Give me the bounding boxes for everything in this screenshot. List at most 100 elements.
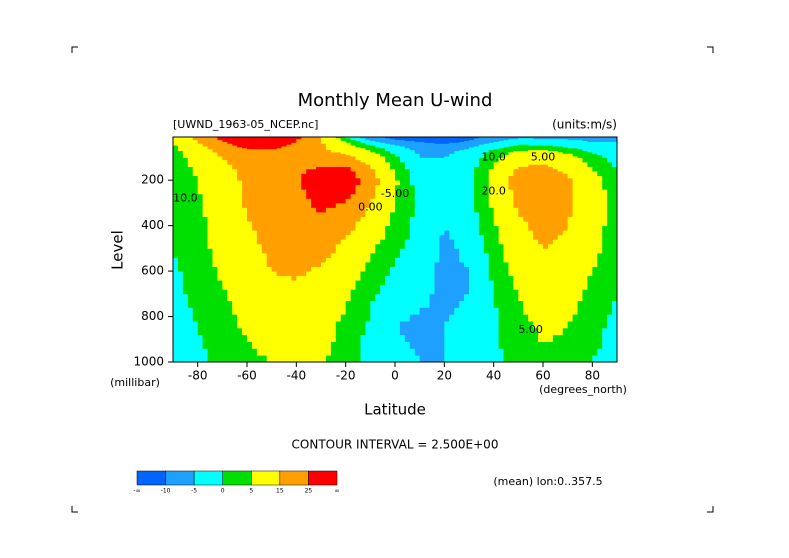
field-cell — [247, 314, 253, 322]
field-cell — [543, 216, 549, 222]
field-cell — [355, 271, 361, 277]
field-cell — [281, 248, 287, 254]
field-cell — [473, 198, 480, 204]
field-cell — [350, 327, 356, 336]
field-cell — [572, 175, 578, 179]
field-cell — [503, 271, 509, 277]
field-cell — [247, 173, 253, 177]
field-cell — [217, 142, 223, 144]
field-cell — [390, 146, 396, 148]
field-cell — [483, 280, 490, 286]
field-cell — [340, 221, 347, 227]
field-cell — [276, 289, 282, 295]
field-cell — [562, 252, 569, 258]
field-cell — [276, 207, 282, 213]
field-cell — [232, 230, 238, 236]
field-cell — [375, 175, 381, 179]
field-cell — [567, 202, 573, 208]
field-cell — [247, 289, 253, 295]
field-cell — [399, 334, 406, 342]
field-cell — [464, 234, 470, 240]
field-cell — [488, 243, 495, 249]
field-cell — [385, 157, 391, 161]
field-cell — [182, 284, 189, 290]
field-cell — [321, 216, 327, 222]
field-cell — [286, 307, 292, 315]
field-cell — [424, 184, 430, 190]
field-cell — [503, 148, 509, 151]
field-cell — [187, 142, 194, 144]
field-cell — [232, 153, 238, 156]
field-cell — [503, 252, 509, 258]
field-cell — [325, 159, 332, 163]
field-cell — [173, 166, 179, 170]
field-cell — [439, 275, 445, 281]
field-cell — [256, 202, 263, 208]
field-cell — [365, 147, 371, 150]
field-cell — [533, 154, 539, 157]
field-cell — [473, 150, 480, 153]
field-cell — [217, 252, 223, 258]
field-cell — [602, 216, 608, 222]
field-cell — [390, 230, 396, 236]
field-cell — [306, 348, 312, 356]
field-cell — [385, 202, 391, 208]
field-cell — [543, 252, 549, 258]
field-cell — [404, 334, 411, 342]
field-cell — [345, 198, 351, 204]
field-cell — [385, 314, 391, 322]
field-cell — [592, 159, 598, 163]
field-cell — [291, 348, 297, 356]
field-cell — [291, 159, 297, 163]
field-cell — [567, 171, 573, 174]
field-cell — [424, 164, 430, 167]
field-cell — [498, 230, 504, 236]
field-cell — [207, 154, 213, 157]
field-cell — [207, 307, 213, 315]
field-cell — [493, 212, 499, 217]
field-cell — [478, 173, 485, 177]
field-cell — [429, 154, 435, 157]
field-cell — [552, 262, 559, 267]
field-cell — [355, 221, 361, 227]
field-cell — [325, 289, 332, 295]
field-cell — [409, 248, 416, 254]
field-cell — [202, 207, 208, 213]
field-cell — [365, 216, 371, 222]
field-cell — [612, 162, 618, 165]
field-cell — [547, 168, 554, 172]
field-cell — [533, 348, 539, 356]
field-cell — [306, 300, 312, 308]
field-cell — [192, 239, 199, 245]
field-cell — [473, 266, 480, 272]
field-cell — [321, 146, 327, 148]
field-cell — [478, 248, 485, 254]
field-cell — [182, 142, 189, 144]
field-cell — [523, 314, 529, 322]
field-cell — [592, 341, 598, 349]
field-cell — [592, 189, 598, 195]
field-cell — [429, 156, 435, 158]
field-cell — [493, 243, 499, 249]
field-cell — [464, 225, 470, 231]
field-cell — [232, 314, 238, 322]
field-cell — [197, 341, 203, 349]
field-cell — [291, 147, 297, 149]
field-cell — [380, 157, 386, 161]
field-cell — [296, 189, 302, 195]
field-cell — [473, 248, 480, 254]
field-cell — [449, 284, 455, 290]
field-cell — [597, 156, 603, 158]
field-cell — [311, 275, 317, 281]
field-cell — [286, 262, 292, 267]
field-cell — [473, 146, 480, 148]
field-cell — [409, 154, 416, 157]
field-cell — [355, 257, 361, 263]
field-cell — [429, 159, 435, 163]
field-cell — [380, 284, 386, 290]
field-cell — [266, 157, 273, 161]
field-cell — [498, 348, 504, 356]
field-cell — [266, 248, 273, 254]
field-cell — [390, 348, 396, 356]
field-cell — [251, 147, 258, 149]
